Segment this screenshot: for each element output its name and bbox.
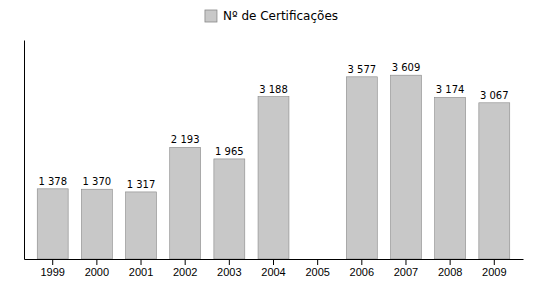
data-label: 3 577 [347,64,376,75]
x-tick-label: 2006 [350,266,374,278]
legend-item: Nº de Certificações [205,9,338,23]
bar [302,259,333,260]
bar [214,159,245,259]
legend: Nº de Certificações [205,9,338,23]
bar [479,103,510,259]
x-tick-label: 2003 [217,266,241,278]
x-tick-mark [494,259,495,265]
x-tick-mark [273,259,274,265]
x-tick-label: 1999 [40,266,64,278]
x-tick: 2004 [261,259,285,278]
x-tick-label: 2000 [85,266,109,278]
x-tick-mark [52,259,53,265]
x-tick-mark [185,259,186,265]
data-label: 3 174 [436,84,465,95]
data-label: 3 188 [259,84,288,95]
x-tick: 2000 [85,259,109,278]
x-tick-label: 2002 [173,266,197,278]
bar [81,189,112,259]
y-axis [24,41,25,260]
bar [170,147,201,259]
x-tick-label: 2008 [438,266,462,278]
legend-label: Nº de Certificações [223,9,338,23]
bar [258,97,289,259]
x-tick-mark [450,259,451,265]
bar [346,77,377,259]
legend-swatch [205,10,217,22]
x-tick-label: 2001 [129,266,153,278]
x-tick-mark [141,259,142,265]
x-tick: 2003 [217,259,241,278]
x-tick-label: 2007 [394,266,418,278]
data-label: 1 370 [83,176,112,187]
data-label: 1 965 [215,146,244,157]
bar [37,189,68,259]
data-label: 2 193 [171,134,200,145]
data-labels: 1 378 1 370 1 317 2 193 1 965 3 188 3 577 3 609… [38,62,508,190]
x-tick: 2005 [305,259,329,278]
x-tick-label: 2009 [482,266,506,278]
y-axis-line [24,41,25,260]
data-label: 1 378 [38,176,67,187]
data-label: 1 317 [127,179,156,190]
x-tick-mark [361,259,362,265]
x-tick: 2007 [394,259,418,278]
x-axis: 1999 2000 2001 2002 2003 2004 2005 2006 2007 2008… [25,259,524,278]
data-label: 3 067 [480,90,509,101]
x-tick-mark [405,259,406,265]
x-tick: 2006 [350,259,374,278]
x-tick: 2009 [482,259,506,278]
bar [391,75,422,259]
data-label: 3 609 [392,62,421,73]
x-tick-mark [317,259,318,265]
bars [37,75,510,259]
chart: 1999 2000 2001 2002 2003 2004 2005 2006 2007 2008… [0,0,543,289]
x-tick: 2008 [438,259,462,278]
x-tick-mark [229,259,230,265]
bar [126,192,157,259]
x-tick-mark [96,259,97,265]
x-tick-label: 2004 [261,266,285,278]
bar [435,97,466,259]
x-tick: 1999 [40,259,64,278]
x-tick: 2002 [173,259,197,278]
x-tick-label: 2005 [305,266,329,278]
x-tick: 2001 [129,259,153,278]
plot: 1999 2000 2001 2002 2003 2004 2005 2006 2007 2008… [25,41,524,278]
